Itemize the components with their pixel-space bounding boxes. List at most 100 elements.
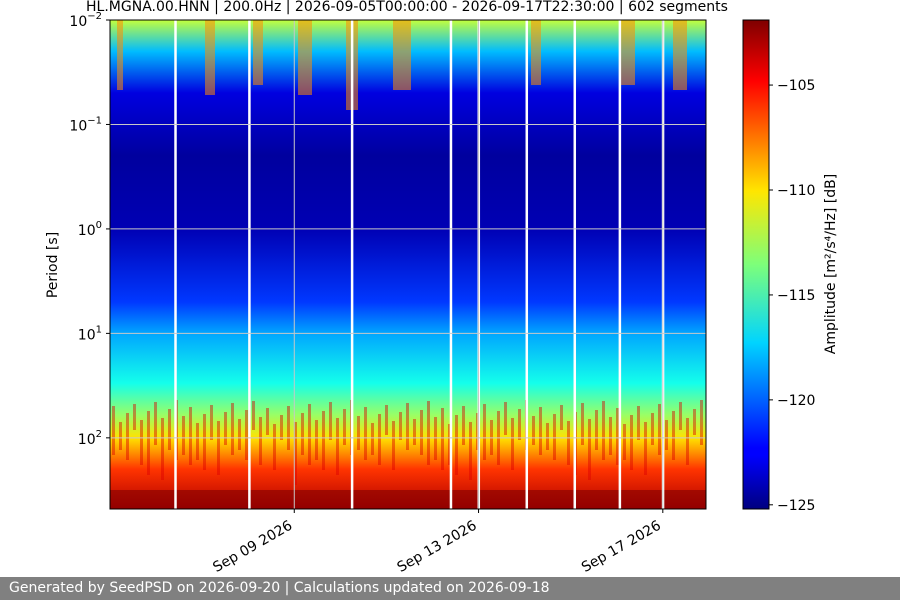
low-frequency-streak (238, 419, 241, 450)
low-frequency-streak (336, 418, 339, 475)
low-frequency-streak (623, 424, 626, 460)
low-frequency-streak (210, 405, 213, 440)
low-frequency-streak (245, 410, 248, 460)
low-frequency-streak (308, 404, 311, 465)
low-frequency-streak (294, 422, 297, 485)
data-gap-line (618, 20, 622, 509)
low-frequency-streak (532, 416, 535, 445)
low-frequency-streak (385, 405, 388, 435)
low-frequency-streak (280, 415, 283, 440)
y-tick-label: 10−2 (69, 11, 102, 30)
low-frequency-streak (511, 418, 514, 470)
low-frequency-streak (259, 417, 262, 465)
low-frequency-streak (119, 422, 122, 450)
low-frequency-streak (518, 409, 521, 440)
low-frequency-streak (133, 404, 136, 430)
event-layer (110, 20, 706, 509)
low-frequency-streak (644, 422, 647, 475)
colorbar-tick-label: −105 (777, 78, 815, 94)
low-frequency-streak (112, 406, 115, 455)
low-frequency-streak (406, 403, 409, 450)
low-frequency-streak (427, 401, 430, 465)
footer-text: Generated by SeedPSD on 2026-09-20 | Cal… (9, 580, 550, 596)
data-gap-line (449, 20, 453, 509)
low-frequency-streak (168, 409, 171, 450)
plot-frame (109, 19, 707, 510)
low-frequency-streak (161, 418, 164, 480)
low-frequency-streak (252, 401, 255, 430)
data-gap-line (525, 20, 529, 509)
low-frequency-streak (217, 421, 220, 475)
high-frequency-burst (673, 20, 687, 90)
low-frequency-streak (378, 414, 381, 465)
low-frequency-streak (266, 408, 269, 435)
low-frequency-streak (182, 416, 185, 455)
low-frequency-streak (658, 404, 661, 455)
low-frequency-streak (322, 411, 325, 470)
low-frequency-streak (588, 419, 591, 480)
high-frequency-burst (205, 20, 215, 95)
low-frequency-streak (539, 407, 542, 455)
low-frequency-streak (672, 411, 675, 460)
data-gap-line (248, 20, 251, 509)
high-frequency-burst (531, 20, 541, 85)
low-frequency-streak (693, 409, 696, 435)
low-frequency-streak (469, 422, 472, 480)
low-frequency-streak (651, 413, 654, 445)
data-gap-line (573, 20, 577, 509)
x-tick-label: Sep 13 2026 (395, 518, 480, 576)
low-frequency-streak (371, 423, 374, 455)
high-frequency-burst (393, 20, 411, 90)
low-frequency-streak (637, 406, 640, 440)
y-axis: 10−2 10−1 100 101 102 (69, 11, 110, 448)
data-gap-line (350, 20, 354, 509)
y-tick-label: 10−1 (69, 115, 102, 134)
high-frequency-burst (117, 20, 123, 90)
colorbar-tick-label: −110 (777, 183, 815, 199)
colorbar-gradient (742, 19, 770, 510)
low-frequency-streak (147, 411, 150, 475)
x-axis: Sep 09 2026 Sep 13 2026 Sep 17 2026 (210, 509, 664, 576)
low-frequency-streak (462, 406, 465, 445)
y-tick-label: 102 (78, 429, 102, 448)
colorbar-label: Amplitude [m²/s⁴/Hz] [dB] (823, 174, 839, 354)
grid-layer (110, 20, 706, 509)
colorbar-tick-label: −120 (777, 393, 815, 409)
long-period-band (110, 490, 706, 509)
high-frequency-burst (298, 20, 312, 95)
colorbar-tick-label: −115 (777, 288, 815, 304)
low-frequency-streak (581, 403, 584, 445)
low-frequency-streak (455, 415, 458, 475)
heatmap-background (110, 20, 706, 509)
low-frequency-streak (343, 409, 346, 445)
low-frequency-streak (504, 402, 507, 435)
low-frequency-streak (546, 423, 549, 450)
low-frequency-streak (392, 421, 395, 470)
low-frequency-streak (196, 423, 199, 460)
low-frequency-streak (329, 402, 332, 440)
low-frequency-streak (602, 401, 605, 460)
low-frequency-streak (553, 414, 556, 460)
colorbar: −105 −110 −115 −120 −125 Amplitude [m²/s⁴/Hz… (742, 19, 839, 514)
low-frequency-streak (420, 410, 423, 455)
low-frequency-streak (273, 424, 276, 470)
low-frequency-streak (231, 403, 234, 455)
low-frequency-streak (441, 408, 444, 470)
low-frequency-streak (679, 402, 682, 430)
low-frequency-streak (560, 405, 563, 430)
low-frequency-streak (595, 410, 598, 450)
low-frequency-streak (434, 417, 437, 460)
x-tick-label: Sep 09 2026 (210, 518, 295, 576)
high-frequency-burst (253, 20, 263, 85)
colorbar-tick-label: −125 (777, 498, 815, 514)
low-frequency-streak (357, 416, 360, 450)
footer-bar: Generated by SeedPSD on 2026-09-20 | Cal… (0, 577, 900, 600)
colorbar-ticks: −105 −110 −115 −120 −125 (769, 78, 815, 514)
low-frequency-streak (630, 415, 633, 470)
data-gap-line (174, 20, 177, 509)
low-frequency-streak (154, 402, 157, 445)
high-frequency-burst (621, 20, 635, 85)
y-tick-label: 100 (78, 220, 102, 239)
low-frequency-streak (203, 414, 206, 470)
